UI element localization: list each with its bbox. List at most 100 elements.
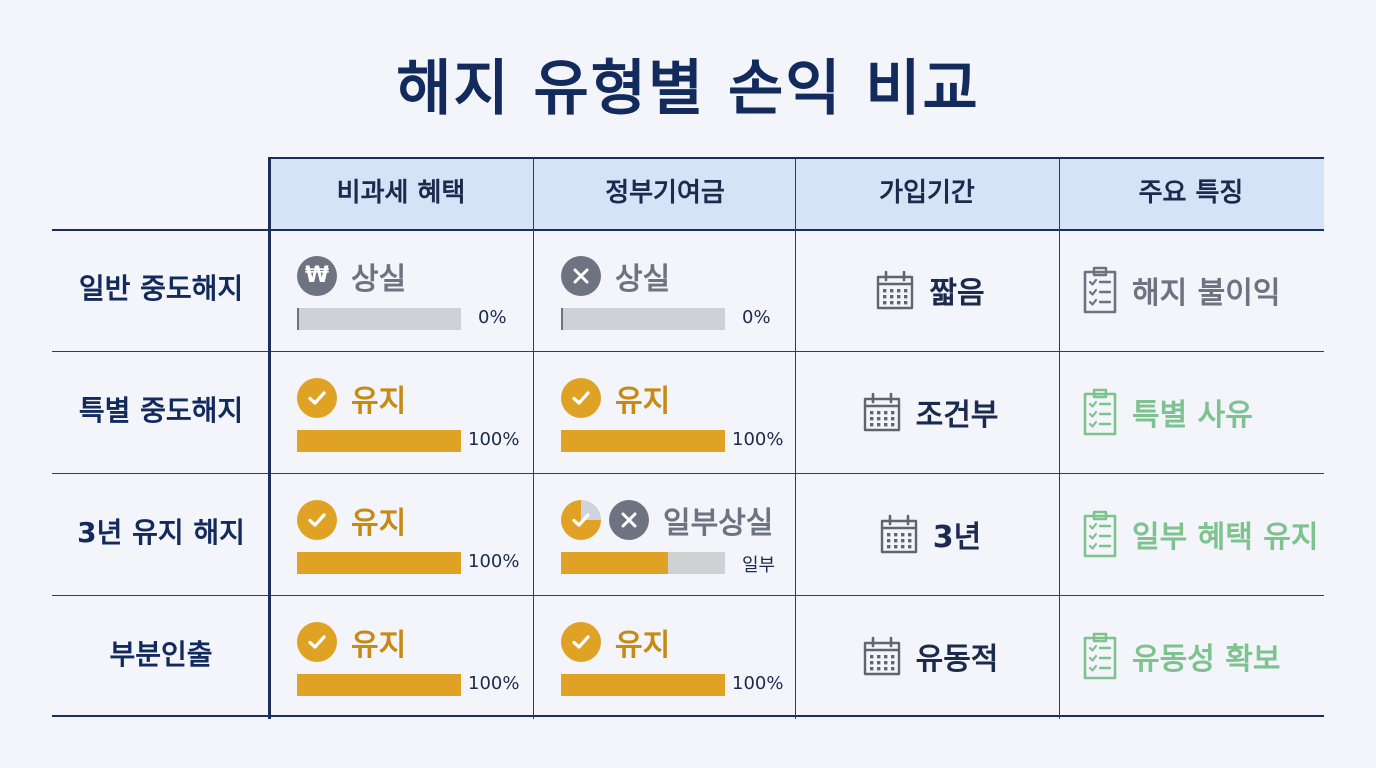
calendar-icon xyxy=(863,636,900,676)
progress-label: 0% xyxy=(478,307,507,328)
row-header-4: 부분인출 xyxy=(109,638,213,671)
progress-label: 100% xyxy=(732,429,784,450)
progress-bar xyxy=(297,308,461,330)
period-cell: 3년 xyxy=(798,474,1060,594)
clipboard-icon xyxy=(1083,266,1117,314)
period-item: 유동적 xyxy=(798,596,1060,716)
feature-text: 특별 사유 xyxy=(1132,398,1253,433)
progress-bar xyxy=(297,552,461,574)
page-title: 해지 유형별 손익 비교 xyxy=(396,54,980,124)
status-text: 상실 xyxy=(615,262,671,297)
tax-benefit-cell: 유지 100% xyxy=(272,596,534,716)
row-header-1: 일반 중도해지 xyxy=(78,272,244,305)
status-badge: 유지 xyxy=(561,620,670,664)
period-text: 짧음 xyxy=(929,276,985,311)
partial-check-icon xyxy=(561,500,601,540)
feature-item: 해지 불이익 xyxy=(1080,230,1280,350)
period-item: 조건부 xyxy=(798,352,1060,472)
table-bottom-border xyxy=(52,715,1324,717)
status-badge: 유지 xyxy=(297,498,406,542)
progress-bar xyxy=(561,308,725,330)
check-icon xyxy=(297,622,337,662)
calendar-icon xyxy=(880,514,917,554)
progress-fill xyxy=(561,674,725,696)
progress-bar xyxy=(297,674,461,696)
clipboard-icon xyxy=(1083,632,1117,680)
comparison-table: 비과세 혜택 정부기여금 가입기간 주요 특징 일반 중도해지 ₩ 상실 0% 상실 0% 짧음 해지… xyxy=(52,157,1324,719)
period-text: 조건부 xyxy=(915,398,999,433)
status-text: 상실 xyxy=(351,262,407,297)
feature-text: 일부 혜택 유지 xyxy=(1132,520,1319,555)
clipboard-icon xyxy=(1083,388,1117,436)
feature-cell: 해지 불이익 xyxy=(1062,230,1324,350)
progress-label: 100% xyxy=(468,673,520,694)
row-divider xyxy=(52,351,1324,352)
progress-label: 일부 xyxy=(742,555,776,576)
period-text: 유동적 xyxy=(915,642,999,677)
progress-label: 100% xyxy=(468,551,520,572)
progress-fill xyxy=(561,308,563,330)
gov-contribution-cell: 유지 100% xyxy=(536,596,798,716)
progress-bar xyxy=(561,674,725,696)
feature-cell: 특별 사유 xyxy=(1062,352,1324,472)
column-header-4: 주요 특징 xyxy=(1138,178,1244,208)
period-cell: 조건부 xyxy=(798,352,1060,472)
status-badge: 유지 xyxy=(297,620,406,664)
row-header-3: 3년 유지 해지 xyxy=(77,516,245,549)
tax-benefit-cell: ₩ 상실 0% xyxy=(272,230,534,350)
calendar-icon xyxy=(863,392,900,432)
feature-cell: 유동성 확보 xyxy=(1062,596,1324,716)
progress-bar xyxy=(561,430,725,452)
feature-text: 유동성 확보 xyxy=(1132,642,1281,677)
feature-cell: 일부 혜택 유지 xyxy=(1062,474,1324,594)
feature-item: 일부 혜택 유지 xyxy=(1080,474,1319,594)
status-text: 유지 xyxy=(351,628,407,663)
column-divider xyxy=(533,157,534,719)
status-text: 유지 xyxy=(615,628,671,663)
status-badge: 유지 xyxy=(561,376,670,420)
row-header-divider xyxy=(268,157,271,719)
tax-benefit-cell: 유지 100% xyxy=(272,352,534,472)
progress-fill xyxy=(297,430,461,452)
gov-contribution-cell: 상실 0% xyxy=(536,230,798,350)
progress-fill xyxy=(561,552,668,574)
row-divider xyxy=(52,595,1324,596)
tax-benefit-cell: 유지 100% xyxy=(272,474,534,594)
gov-contribution-cell: 유지 100% xyxy=(536,352,798,472)
period-item: 3년 xyxy=(798,474,1060,594)
feature-item: 유동성 확보 xyxy=(1080,596,1280,716)
x-icon xyxy=(609,500,649,540)
status-badge: 유지 xyxy=(297,376,406,420)
progress-fill xyxy=(297,308,299,330)
period-item: 짧음 xyxy=(798,230,1060,350)
status-badge: 일부상실 xyxy=(561,498,773,542)
progress-bar xyxy=(561,552,725,574)
calendar-icon xyxy=(877,270,914,310)
progress-bar xyxy=(297,430,461,452)
feature-item: 특별 사유 xyxy=(1080,352,1253,472)
feature-text: 해지 불이익 xyxy=(1132,276,1281,311)
column-header-1: 비과세 혜택 xyxy=(336,178,466,208)
won-icon: ₩ xyxy=(297,256,337,296)
header-background xyxy=(270,157,1324,229)
check-icon xyxy=(561,378,601,418)
progress-fill xyxy=(297,552,461,574)
period-cell: 짧음 xyxy=(798,230,1060,350)
check-icon xyxy=(297,500,337,540)
status-badge: 상실 xyxy=(561,254,670,298)
clipboard-icon xyxy=(1083,510,1117,558)
column-divider xyxy=(1059,157,1060,719)
column-divider xyxy=(795,157,796,719)
row-header-2: 특별 중도해지 xyxy=(78,394,244,427)
table-top-border xyxy=(270,157,1324,159)
period-cell: 유동적 xyxy=(798,596,1060,716)
progress-fill xyxy=(561,430,725,452)
period-text: 3년 xyxy=(932,520,982,555)
status-text: 일부상실 xyxy=(663,506,774,541)
column-header-3: 가입기간 xyxy=(879,178,975,208)
header-divider xyxy=(52,229,1324,231)
row-divider xyxy=(52,473,1324,474)
status-badge: ₩ 상실 xyxy=(297,254,406,298)
check-icon xyxy=(561,622,601,662)
